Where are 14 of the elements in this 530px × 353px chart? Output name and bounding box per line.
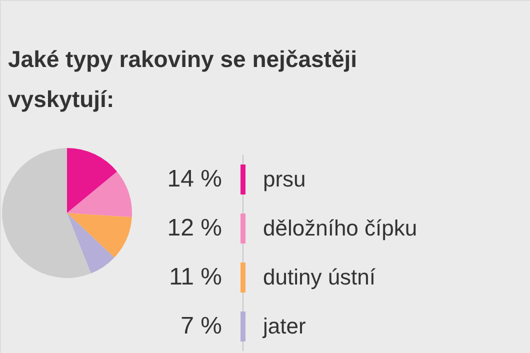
legend-label: děložního čípku bbox=[263, 216, 418, 240]
legend-label: jater bbox=[262, 314, 306, 338]
data-label: 12 % bbox=[167, 214, 222, 242]
data-label: 14 % bbox=[167, 166, 222, 192]
data-label: 7 % bbox=[180, 312, 222, 340]
pie-slice bbox=[67, 148, 118, 213]
legend-label: dutiny ústní bbox=[263, 264, 376, 290]
pie-slice bbox=[2, 148, 91, 278]
data-label: 11 % bbox=[169, 264, 222, 290]
chart-title: Jaké typy rakoviny se nejčastěji vyskytují: bbox=[8, 46, 358, 112]
pie-slice bbox=[67, 172, 132, 218]
pie-slice bbox=[67, 213, 132, 258]
legend-label: prsu bbox=[263, 166, 306, 192]
pie-slice bbox=[67, 213, 114, 274]
